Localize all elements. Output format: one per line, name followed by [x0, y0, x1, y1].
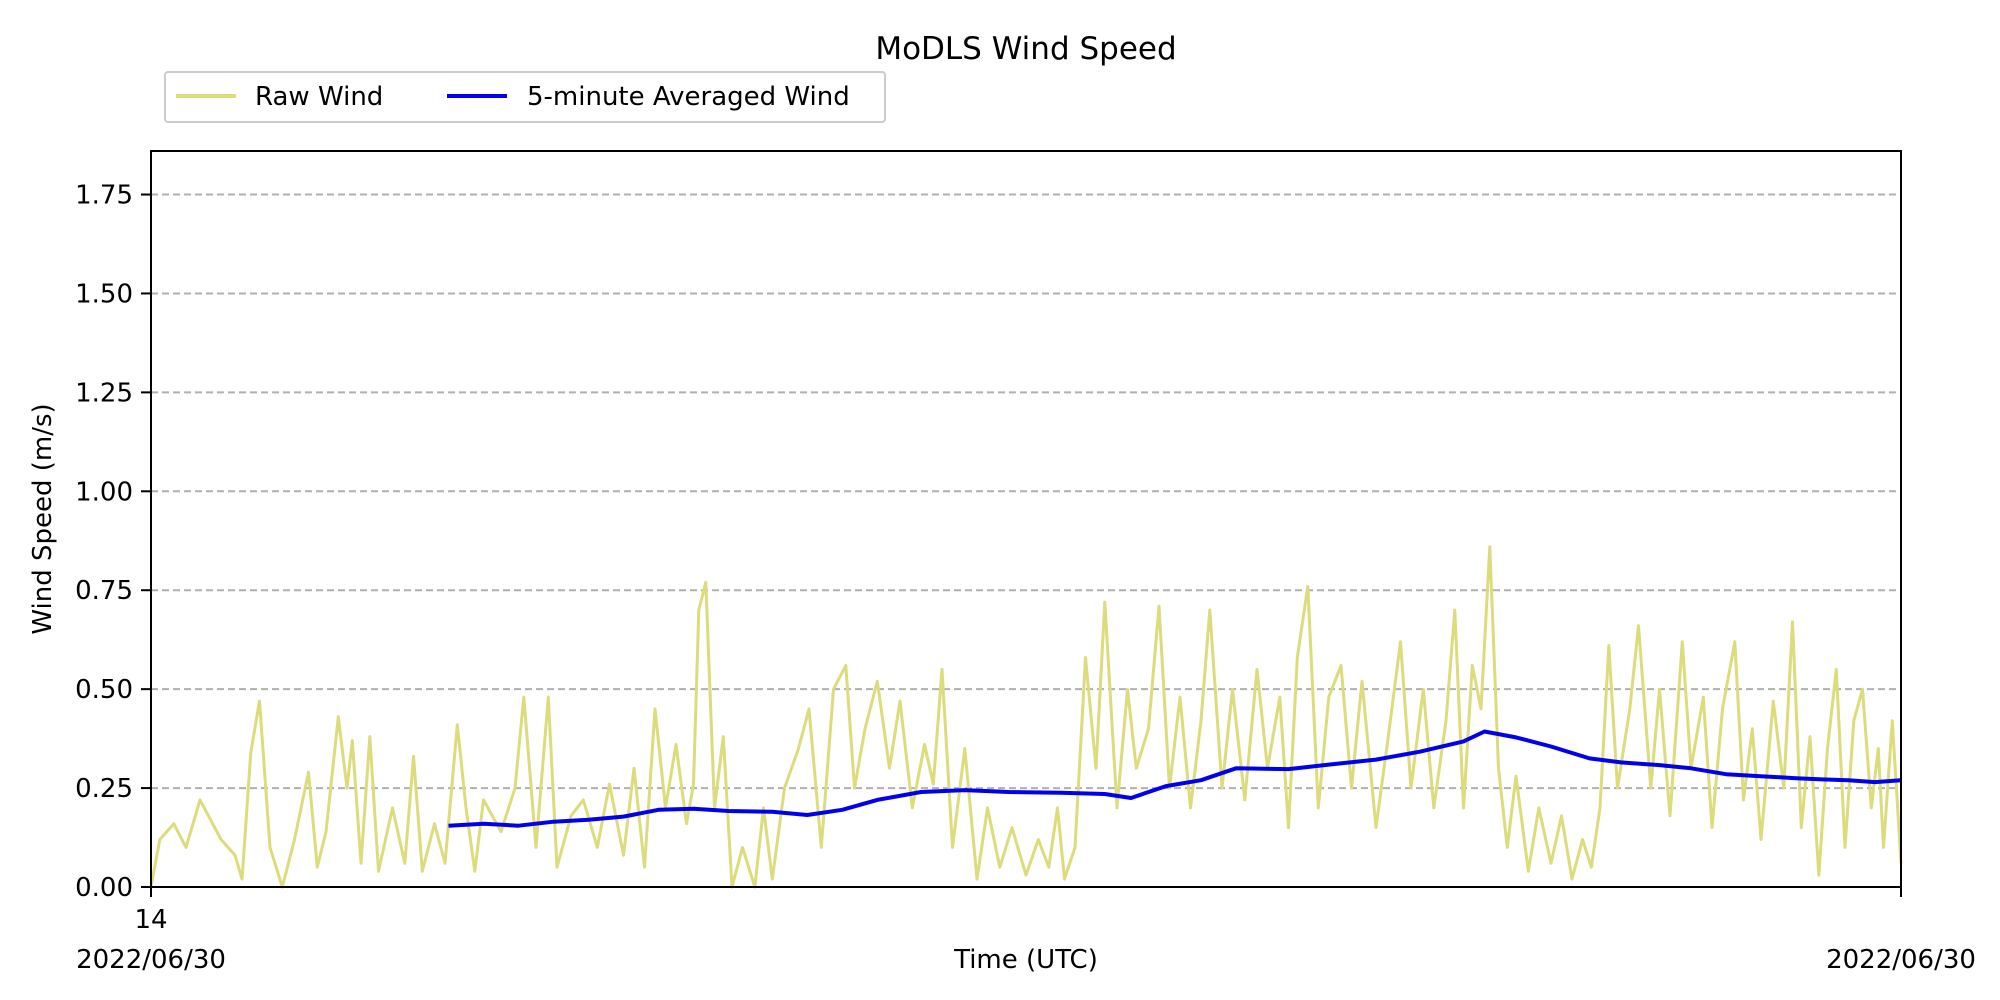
x-tick-label-start-date: 2022/06/30 — [76, 945, 226, 975]
y-tick-label: 1.25 — [75, 378, 133, 408]
y-tick-label: 0.75 — [75, 576, 133, 606]
axes-frame — [150, 150, 1902, 888]
x-tick-label-hour: 14 — [134, 905, 167, 935]
y-tick-label: 0.00 — [75, 873, 133, 903]
y-tick-label: 1.75 — [75, 181, 133, 211]
y-tick-label: 1.50 — [75, 279, 133, 309]
series-line-averaged-wind — [448, 729, 1902, 828]
x-tick-label-end-date: 2022/06/30 — [1826, 945, 1976, 975]
plot-area — [149, 545, 1903, 889]
legend-box — [164, 71, 886, 123]
series-line-raw-wind — [149, 545, 1903, 889]
y-axis-ticks: 0.00 0.25 0.50 0.75 1.00 1.25 1.50 1.75 — [75, 181, 151, 903]
y-tick-label: 0.25 — [75, 774, 133, 804]
chart-title: MoDLS Wind Speed — [875, 31, 1176, 67]
legend: Raw Wind 5-minute Averaged Wind — [164, 71, 886, 123]
y-tick-label: 0.50 — [75, 675, 133, 705]
legend-label-raw-wind: Raw Wind — [255, 82, 383, 112]
grid-lines — [151, 193, 1901, 790]
y-axis-label: Wind Speed (m/s) — [28, 403, 58, 634]
x-axis-label: Time (UTC) — [953, 945, 1098, 975]
y-tick-label: 1.00 — [75, 477, 133, 507]
legend-label-averaged-wind: 5-minute Averaged Wind — [527, 82, 850, 112]
x-axis-ticks: 14 2022/06/30 2022/06/30 — [76, 887, 1976, 975]
